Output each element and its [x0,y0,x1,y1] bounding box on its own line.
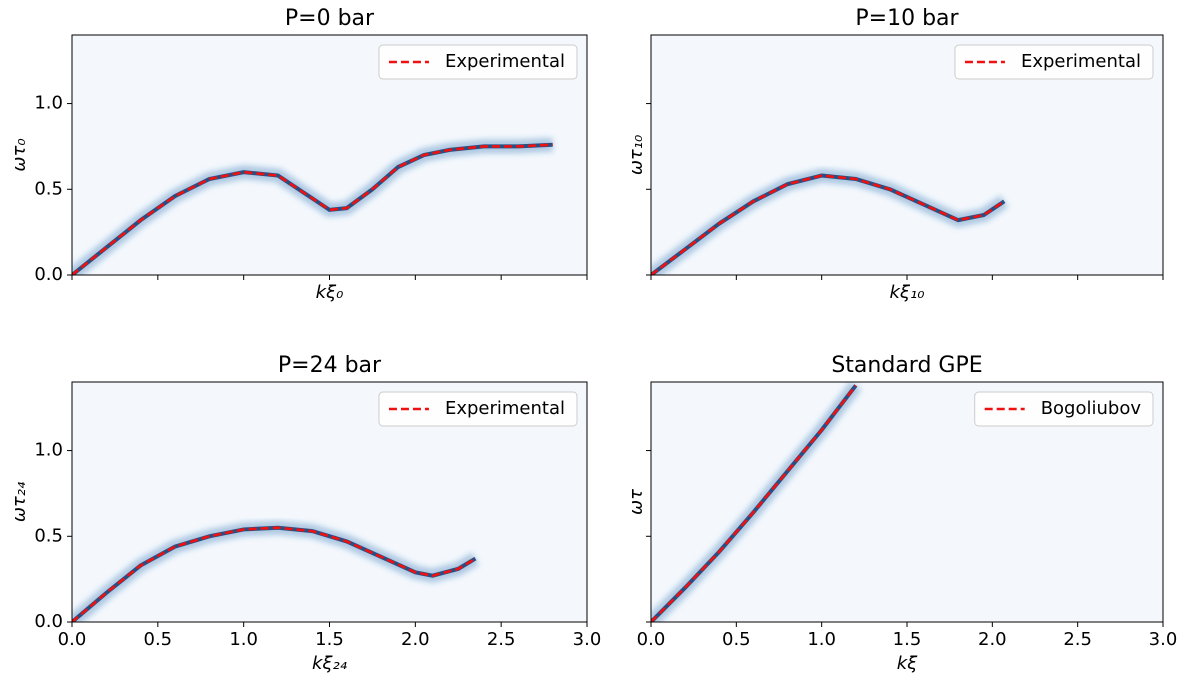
x-tick-label: 3.0 [573,629,602,650]
legend-box [974,391,1154,427]
x-axis-label: kξ₂₄ [312,653,348,674]
y-tick-label: 0.5 [34,178,63,199]
x-tick-label: 0.5 [722,629,751,650]
chart-title: P=0 bar [285,6,375,31]
legend: Experimental [378,391,578,427]
subplot: 0.0 0.5 1.0 P=0 bar kξ₀ ωτ₀ Experimental [9,6,588,303]
series-line [651,384,857,622]
y-tick-label: 0.0 [34,611,63,632]
y-tick-label: 0.0 [34,264,63,285]
y-axis-label: ωτ₁₀ [626,135,647,175]
y-tick-label: 0.5 [34,525,63,546]
x-tick-label: 0.5 [144,629,173,650]
x-tick-label: 1.0 [807,629,836,650]
y-tick-label: 1.0 [34,93,63,114]
x-axis-label: kξ₀ [316,282,344,303]
subplot: 0.0 0.5 1.0 1.5 2.0 2.5 3.0 0.0 0.5 1.0 P=24 bar kξ… [9,353,601,674]
x-tick-label: 2.0 [978,629,1007,650]
plot-area [72,520,480,622]
chart-title: P=10 bar [855,6,959,31]
legend: Experimental [378,44,578,80]
x-tick-label: 2.5 [1063,629,1092,650]
x-tick-label: 1.5 [893,629,922,650]
chart-title: Standard GPE [831,353,982,378]
legend-box [954,44,1154,80]
legend-box [378,44,578,80]
subplot: P=10 bar kξ₁₀ ωτ₁₀ Experimental [626,6,1164,303]
plot-area [651,168,1009,275]
y-axis-label: ωτ [626,489,647,515]
legend-box [378,391,578,427]
x-tick-label: 2.0 [401,629,430,650]
legend: Experimental [954,44,1154,80]
chart-title: P=24 bar [278,353,382,378]
x-tick-label: 1.5 [315,629,344,650]
legend-label: Experimental [1021,51,1141,72]
legend: Bogoliubov [974,391,1154,427]
x-tick-label: 2.5 [487,629,516,650]
series-line [651,174,1006,275]
y-axis-label: ωτ₀ [9,138,30,171]
legend-label: Experimental [445,51,565,72]
subplot: 0.0 0.5 1.0 1.5 2.0 2.5 3.0 Standard GPE kξ ωτ Bog… [626,353,1177,674]
y-axis-label: ωτ₂₄ [9,481,30,522]
x-tick-label: 0.0 [58,629,87,650]
spectral-peak [72,525,477,622]
legend-label: Experimental [445,398,565,419]
plot-area [651,382,862,622]
y-tick-label: 1.0 [34,440,63,461]
x-tick-label: 1.0 [229,629,258,650]
x-axis-label: kξ₁₀ [890,282,925,303]
x-axis-label: kξ [897,653,918,674]
x-tick-label: 3.0 [1149,629,1178,650]
plot-area [72,137,554,275]
x-tick-label: 0.0 [637,629,666,650]
legend-label: Bogoliubov [1041,398,1142,419]
series-line [72,143,553,275]
